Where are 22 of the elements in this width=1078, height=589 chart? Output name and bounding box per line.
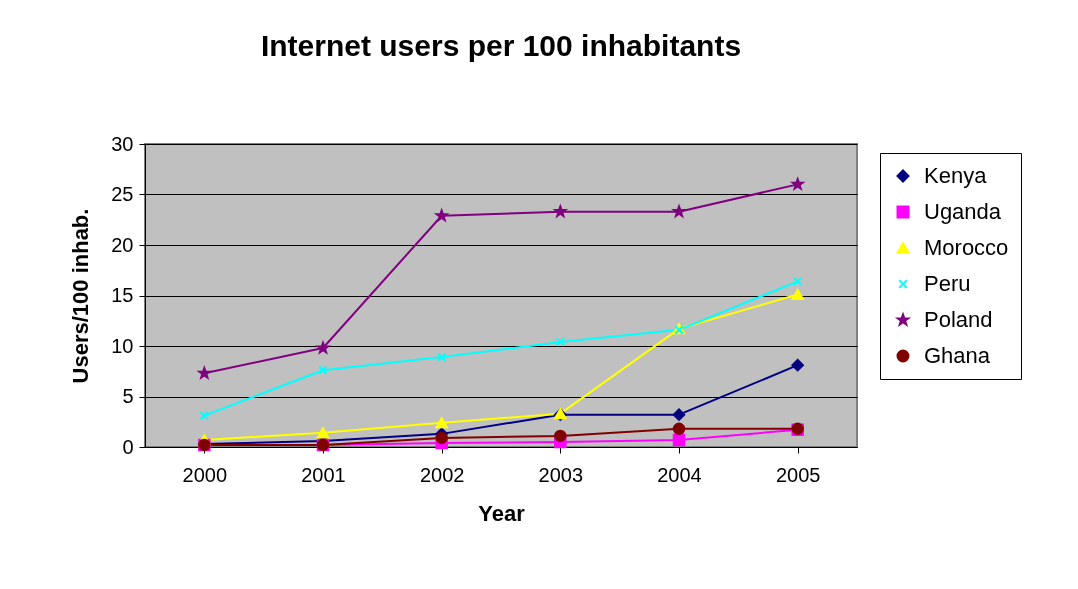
x-tick-label: 2000 [182,463,228,486]
legend-label: Ghana [924,343,991,368]
chart-title: Internet users per 100 inhabitants [260,29,742,62]
x-tick-label: 2003 [538,463,584,486]
legend-label: Morocco [924,235,1009,260]
x-axis-title: Year [478,500,526,526]
y-axis-title: Users/100 inhab. [68,208,94,384]
y-tick-label: 25 [111,183,134,205]
y-tick-label: 30 [111,132,134,155]
x-tick-label: 2001 [301,463,346,486]
x-tick-label: 2005 [775,463,821,486]
x-tick-label: 2002 [419,463,465,486]
legend-label: Uganda [924,199,1002,224]
legend-label: Poland [924,307,993,332]
y-tick-label: 15 [111,284,134,306]
y-tick-label: 10 [111,334,134,357]
y-tick-label: 0 [122,435,134,458]
y-tick-label: 20 [111,233,134,256]
y-tick-label: 5 [122,385,134,407]
legend-label: Peru [924,271,971,296]
x-tick-label: 2004 [657,463,702,486]
legend-label: Kenya [924,163,988,188]
